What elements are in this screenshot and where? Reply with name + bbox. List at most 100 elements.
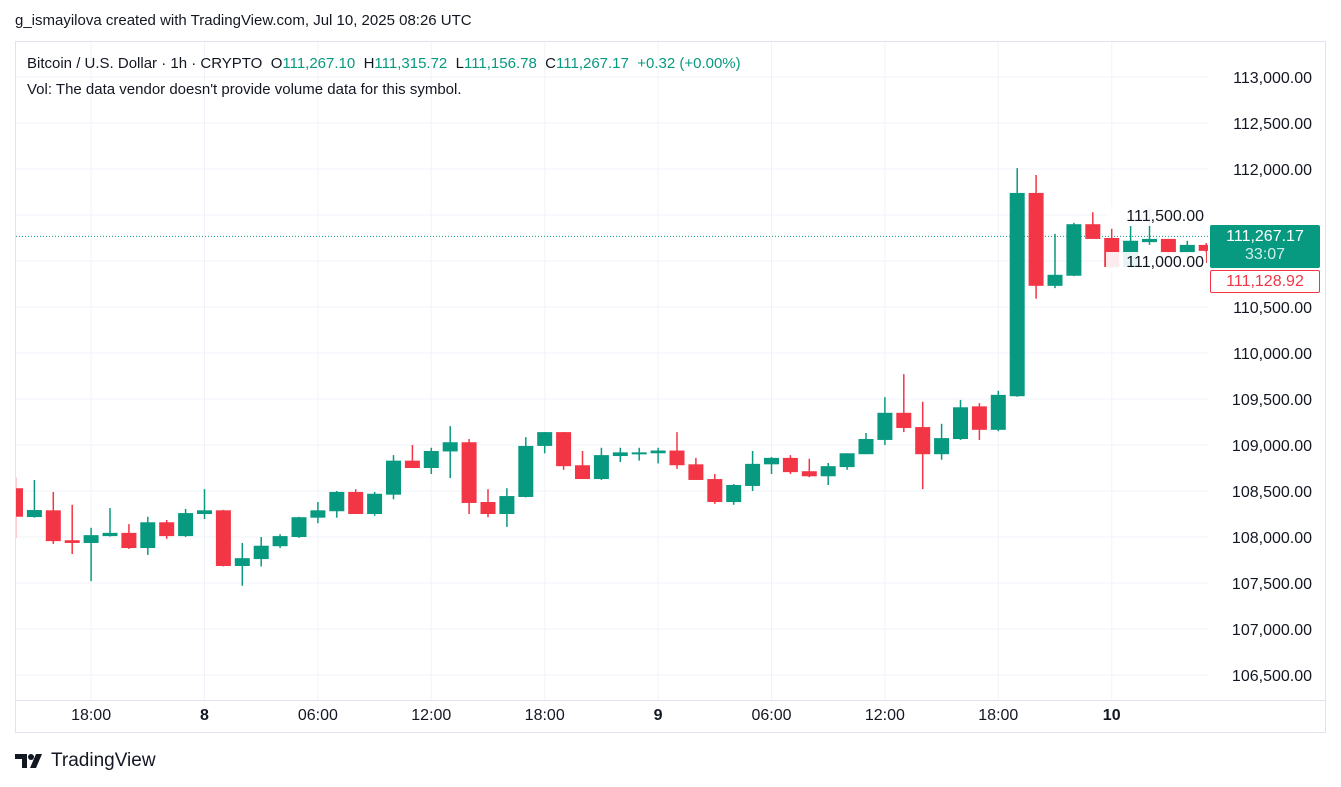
candle-body: [178, 513, 194, 537]
y-tick-label: 113,000.00: [1233, 70, 1312, 87]
candle-body: [612, 452, 628, 457]
candle-body: [386, 460, 401, 495]
candle-body: [480, 502, 496, 514]
x-tick-label: 9: [654, 707, 663, 724]
candle-body: [1009, 192, 1025, 397]
candle-body: [896, 412, 912, 428]
candle-body: [953, 407, 968, 440]
candle-body: [26, 510, 42, 518]
y-tick-label: 109,000.00: [1232, 438, 1312, 455]
close-value: 111,267.17: [556, 55, 629, 72]
candle-body: [650, 450, 666, 454]
close-label: C: [545, 55, 557, 72]
last-price: 111,267.17: [1226, 228, 1304, 245]
candle-body: [575, 465, 590, 480]
candle-body: [215, 510, 231, 566]
y-tick-label: 112,000.00: [1233, 162, 1312, 179]
candle-body: [1085, 224, 1101, 239]
marker-price-label: 111,128.92: [1210, 270, 1320, 293]
x-tick-label: 06:00: [751, 707, 791, 724]
candle-body: [64, 540, 80, 543]
candle-body: [1160, 238, 1176, 253]
candle-body: [518, 445, 534, 497]
y-tick-label: 110,000.00: [1233, 346, 1312, 363]
candle-body: [423, 450, 439, 468]
x-tick-label: 06:00: [298, 707, 338, 724]
change-value: +0.32 (+0.00%): [637, 55, 741, 72]
candle-body: [310, 510, 326, 518]
candle-body: [688, 464, 704, 480]
candles: [16, 168, 1208, 586]
candle-body: [404, 460, 420, 468]
candle-body: [1047, 274, 1063, 286]
y-tick-label-backdrop: [1106, 252, 1206, 272]
candle-body: [764, 457, 779, 465]
low-label: L: [455, 55, 464, 72]
candle-body: [159, 522, 175, 537]
volume-note: Vol: The data vendor doesn't provide vol…: [27, 81, 462, 98]
tradingview-brand[interactable]: TradingView: [15, 750, 156, 772]
candle-body: [499, 496, 515, 514]
last-price-label: 111,267.17 33:07: [1210, 225, 1320, 268]
high-label: H: [363, 55, 375, 72]
candle-body: [121, 532, 137, 549]
candle-body: [329, 491, 345, 512]
candle-body: [348, 491, 364, 514]
x-tick-label: 12:00: [411, 707, 451, 724]
candle-body: [537, 432, 553, 446]
candle-body: [782, 457, 798, 473]
grid: [16, 42, 1208, 700]
x-tick-label: 18:00: [71, 707, 111, 724]
candle-body: [1142, 238, 1157, 243]
candle-body: [934, 438, 950, 455]
candle-body: [272, 536, 288, 547]
y-tick-label: 109,500.00: [1232, 392, 1312, 409]
candle-body: [839, 453, 855, 468]
candle-body: [669, 450, 685, 466]
candle-body: [593, 455, 609, 480]
candle-body: [102, 532, 118, 537]
symbol-legend: Bitcoin / U.S. Dollar · 1h · CRYPTO O111…: [27, 55, 741, 72]
x-tick-label: 10: [1103, 707, 1121, 724]
y-tick-label: 111,500.00: [1126, 208, 1204, 225]
symbol-title: Bitcoin / U.S. Dollar · 1h · CRYPTO: [27, 55, 263, 72]
low-value: 111,156.78: [463, 55, 537, 72]
candle-body: [745, 463, 761, 486]
y-tick-label: 110,500.00: [1233, 300, 1312, 317]
y-tick-label: 111,000.00: [1126, 254, 1204, 271]
candle-body: [1198, 244, 1208, 251]
y-tick-label-backdrop: [1106, 206, 1206, 226]
candle-body: [83, 535, 99, 543]
candle-body: [971, 406, 987, 430]
x-tick-label: 18:00: [525, 707, 565, 724]
candle-body: [858, 439, 874, 455]
x-tick-label: 18:00: [978, 707, 1018, 724]
candle-body: [631, 452, 647, 455]
candle-body: [915, 427, 931, 455]
candle-body: [556, 432, 572, 467]
candle-body: [707, 479, 723, 503]
open-value: 111,267.10: [282, 55, 356, 72]
candle-body: [801, 471, 817, 477]
chart-credit: g_ismayilova created with TradingView.co…: [15, 12, 472, 29]
candle-body: [197, 510, 212, 514]
candle-body: [1179, 244, 1195, 254]
chart-frame: [15, 41, 1326, 733]
tradingview-logo-icon: [15, 754, 42, 768]
candle-body: [1066, 224, 1082, 276]
candle-body: [820, 466, 836, 477]
candle-body: [990, 394, 1006, 430]
y-tick-label: 108,000.00: [1232, 530, 1312, 547]
bar-countdown: 33:07: [1244, 246, 1286, 263]
candle-body: [442, 442, 458, 452]
candle-body: [234, 558, 250, 566]
candle-body: [367, 493, 383, 514]
candle-body: [1028, 192, 1044, 286]
x-tick-label: 8: [200, 707, 209, 724]
brand-name: TradingView: [51, 750, 156, 771]
high-value: 111,315.72: [374, 55, 448, 72]
y-tick-label: 106,500.00: [1232, 668, 1312, 685]
candle-body: [140, 522, 156, 549]
x-tick-label: 12:00: [865, 707, 905, 724]
